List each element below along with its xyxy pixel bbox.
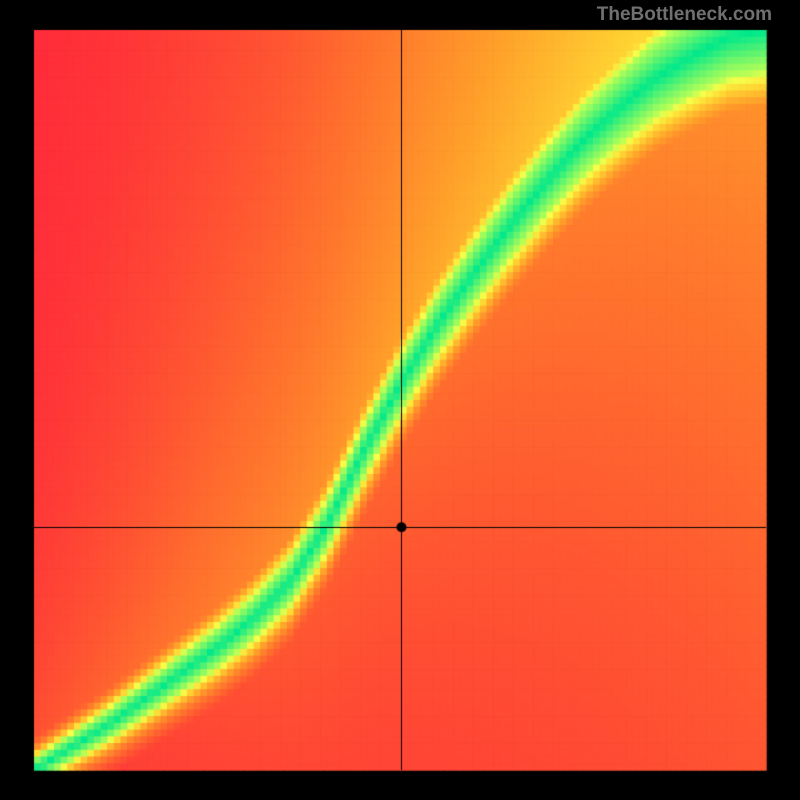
watermark-text: TheBottleneck.com: [597, 4, 772, 26]
bottleneck-heatmap: [0, 0, 800, 800]
